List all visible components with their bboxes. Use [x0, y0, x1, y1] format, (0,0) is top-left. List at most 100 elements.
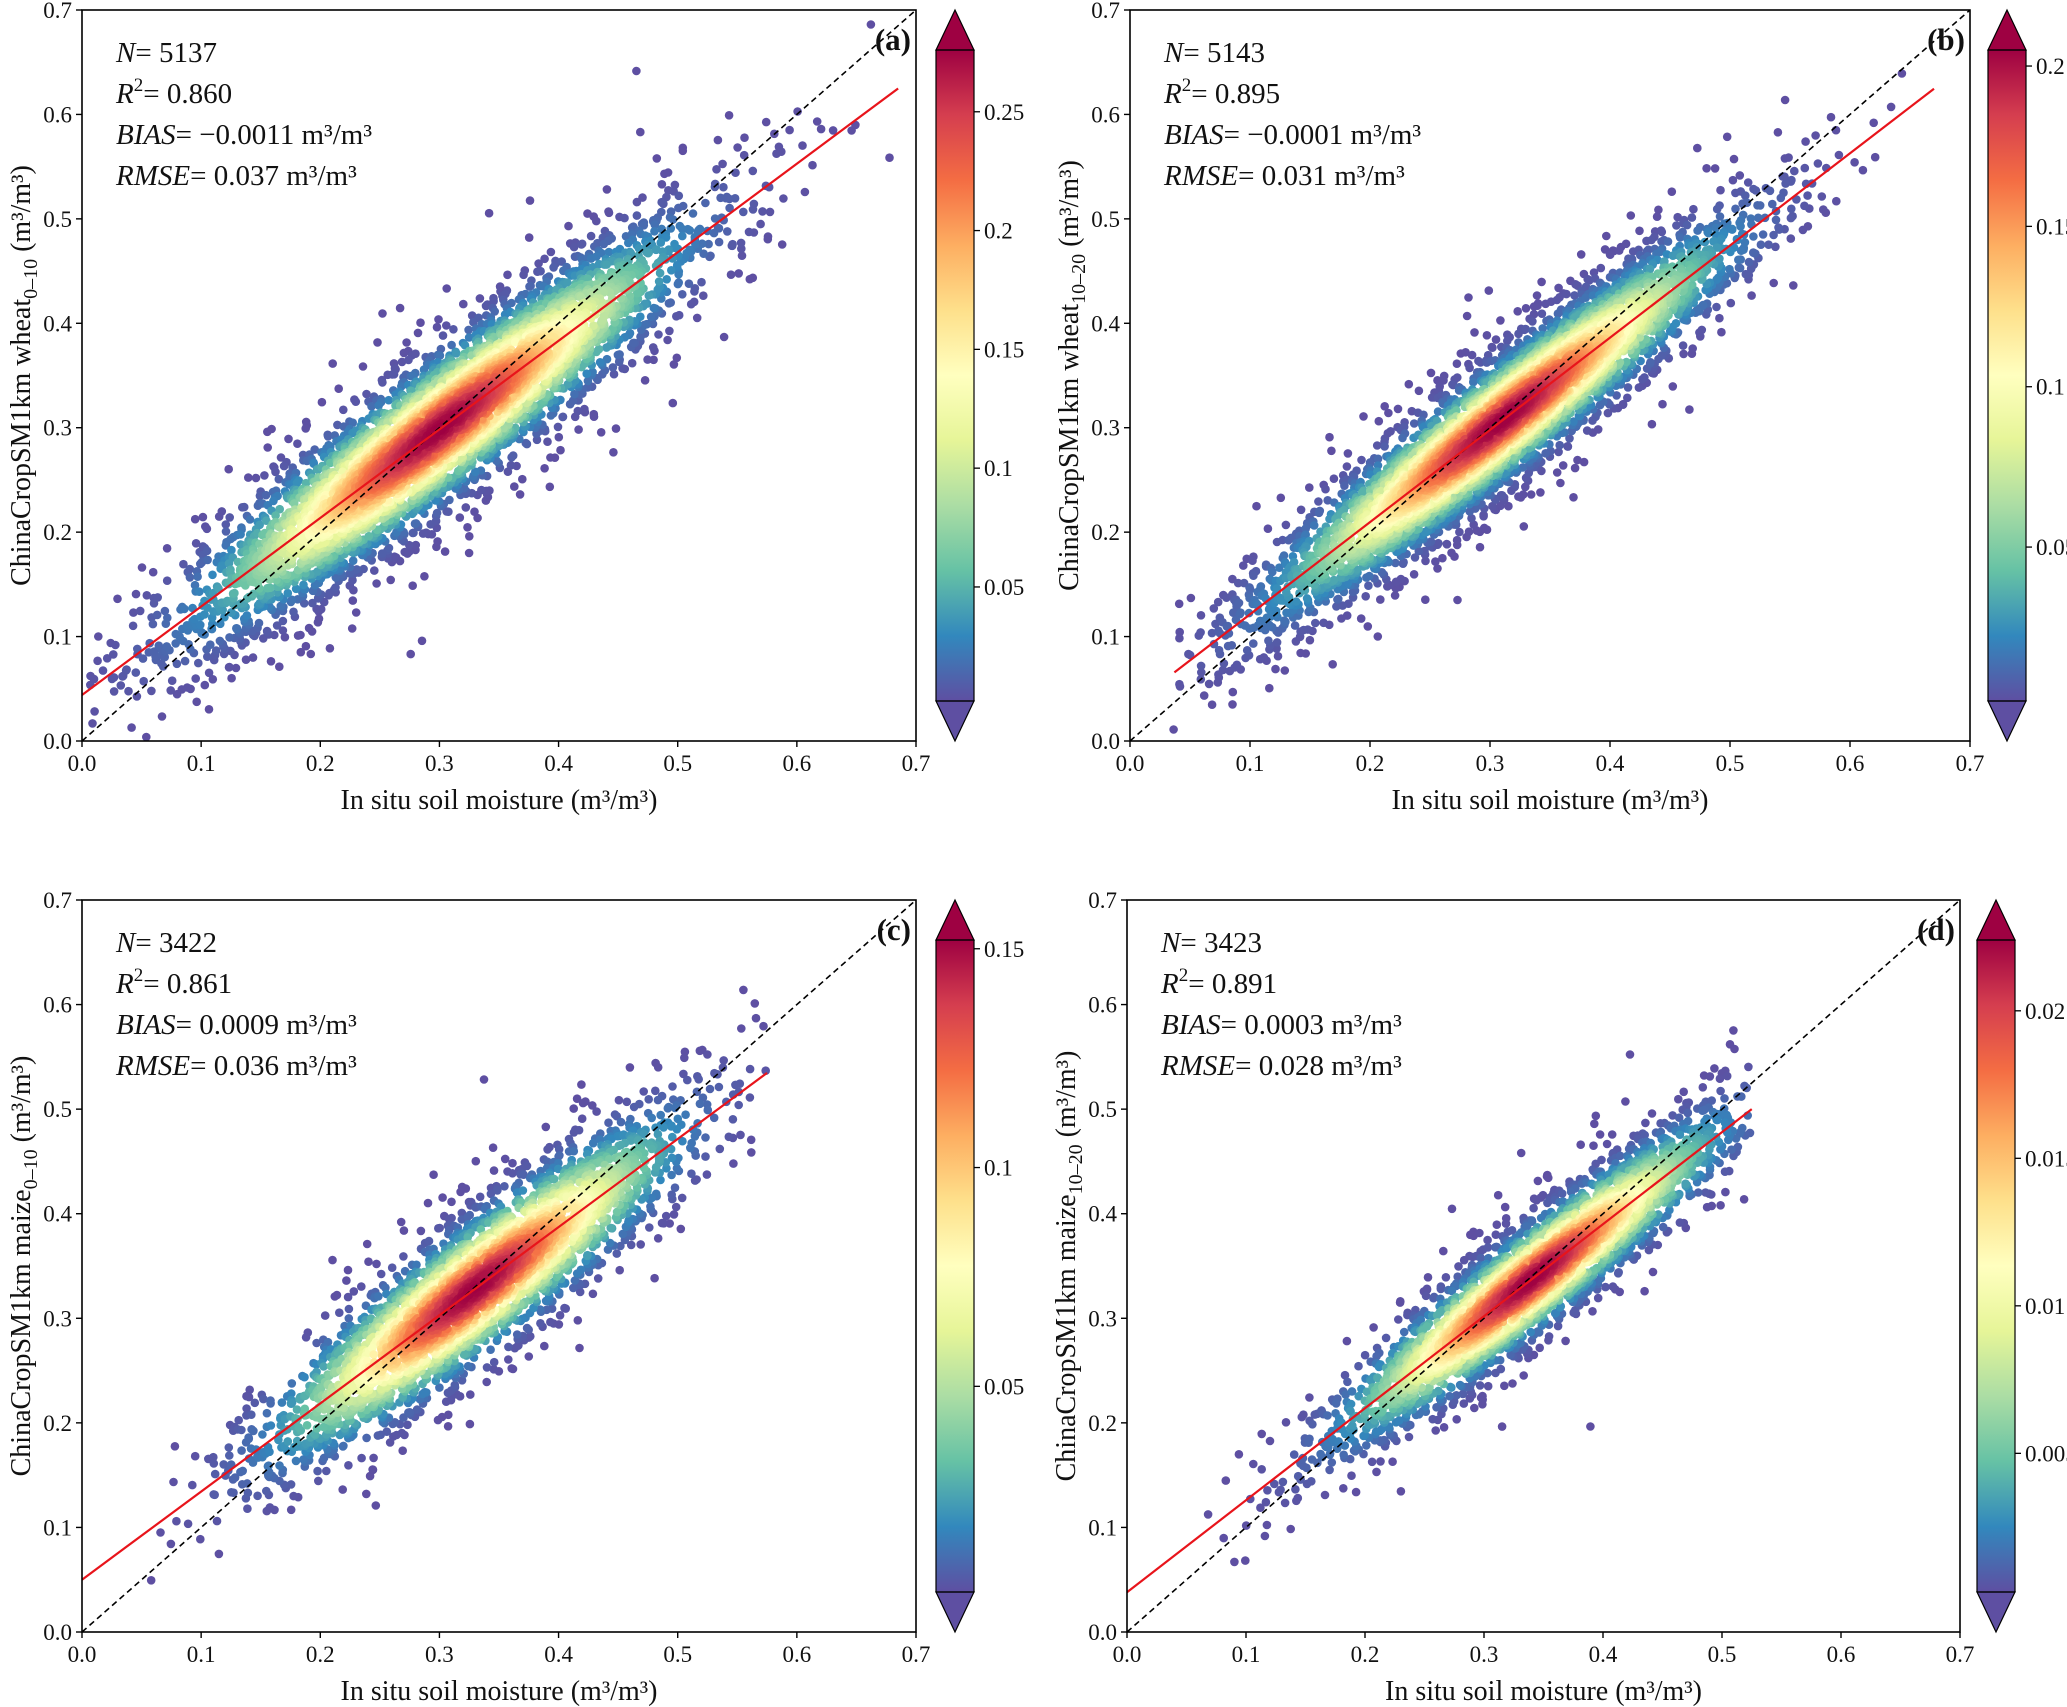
data-point — [276, 601, 286, 611]
data-point — [624, 238, 633, 248]
data-point — [166, 686, 175, 695]
data-point — [261, 490, 271, 500]
data-point — [777, 240, 787, 249]
data-point — [674, 191, 684, 201]
data-point — [109, 673, 119, 682]
data-point — [419, 365, 429, 374]
data-point — [175, 632, 184, 641]
data-point — [262, 626, 272, 636]
data-point — [236, 599, 245, 608]
data-point — [661, 233, 671, 242]
data-point — [162, 544, 172, 553]
data-point — [510, 482, 519, 491]
data-point — [348, 556, 358, 565]
data-point — [672, 312, 681, 321]
data-point — [313, 567, 322, 576]
data-point — [586, 231, 596, 241]
data-point — [93, 656, 102, 666]
data-point — [196, 620, 205, 630]
data-point — [699, 249, 708, 258]
data-point — [299, 599, 309, 608]
data-point — [481, 301, 491, 311]
data-point — [549, 263, 558, 272]
data-point — [260, 471, 269, 480]
data-point — [646, 312, 656, 322]
data-point — [139, 676, 148, 686]
data-point — [785, 125, 794, 135]
data-point — [636, 332, 645, 342]
data-point — [215, 636, 225, 646]
data-point — [690, 284, 700, 293]
data-point — [447, 340, 456, 350]
data-point — [225, 633, 234, 642]
data-point — [564, 221, 573, 231]
data-point — [580, 404, 589, 414]
data-point — [644, 291, 654, 300]
data-point — [608, 363, 618, 372]
data-point — [808, 160, 817, 170]
data-point — [524, 233, 534, 242]
data-point — [244, 473, 253, 482]
data-point — [672, 260, 682, 270]
data-point — [138, 654, 148, 663]
data-point — [556, 445, 565, 455]
data-point — [413, 328, 423, 338]
data-point — [400, 547, 410, 557]
data-point — [602, 260, 611, 269]
data-point — [652, 154, 662, 163]
data-point — [465, 532, 474, 541]
data-point — [116, 681, 126, 690]
data-point — [325, 644, 335, 653]
data-point — [308, 598, 317, 608]
data-point — [545, 482, 555, 492]
data-point — [664, 247, 673, 256]
data-point — [620, 213, 629, 223]
data-point — [208, 570, 217, 580]
data-point — [362, 389, 371, 399]
data-point — [678, 146, 688, 156]
data-point — [109, 650, 118, 659]
data-point — [731, 168, 740, 177]
data-point — [149, 599, 159, 608]
data-point — [546, 453, 555, 462]
data-point — [345, 569, 355, 578]
data-point — [464, 333, 474, 342]
data-point — [348, 596, 358, 605]
data-point — [279, 461, 289, 471]
data-point — [744, 227, 754, 237]
data-point — [224, 464, 233, 474]
data-point — [142, 591, 152, 600]
data-point — [433, 537, 442, 546]
data-point — [627, 358, 637, 368]
data-point — [599, 239, 609, 249]
data-point — [477, 485, 486, 495]
data-point — [245, 515, 255, 524]
data-point — [157, 712, 167, 721]
data-point — [574, 425, 583, 434]
data-point — [553, 422, 563, 432]
data-point — [670, 180, 680, 190]
data-point — [885, 153, 894, 162]
data-point — [672, 353, 682, 363]
data-point — [227, 608, 236, 617]
data-point — [800, 187, 810, 197]
data-point — [293, 631, 303, 640]
data-point — [736, 238, 746, 248]
data-point — [411, 349, 420, 359]
data-point — [763, 232, 773, 241]
data-point — [202, 524, 212, 534]
data-point — [334, 384, 344, 394]
data-point — [248, 653, 258, 662]
data-point — [208, 675, 218, 684]
data-point — [554, 432, 564, 442]
data-point — [142, 732, 151, 741]
data-point — [426, 520, 435, 529]
data-point — [200, 680, 210, 690]
data-point — [317, 397, 327, 407]
data-point — [442, 507, 451, 516]
data-point — [88, 719, 97, 728]
data-point — [179, 559, 188, 569]
data-point — [152, 610, 162, 620]
data-point — [328, 359, 338, 368]
data-point — [251, 473, 261, 483]
